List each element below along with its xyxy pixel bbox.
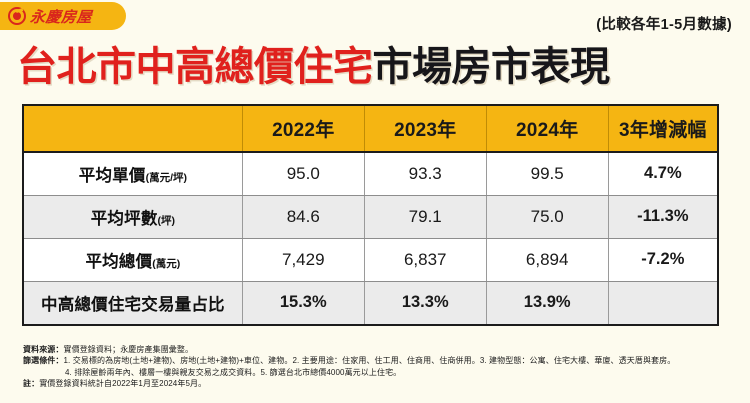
row-label-avg-area: 平均坪數(坪) bbox=[24, 195, 243, 239]
footnote-criteria-label: 篩選條件： bbox=[23, 356, 64, 366]
row-label-text: 平均單價 bbox=[78, 166, 146, 185]
column-header-metric bbox=[24, 106, 243, 153]
footnote-note-text: 實價登錄資料統計自2022年1月至2024年5月。 bbox=[39, 379, 207, 389]
footnote-source: 資料來源： 實價登錄資料；永慶房產集團彙整。 bbox=[23, 344, 735, 355]
brand-logo: 永慶房屋 bbox=[0, 2, 126, 30]
comparison-note: (比較各年1-5月數據) bbox=[596, 17, 732, 33]
column-header-2022: 2022年 bbox=[242, 106, 365, 153]
cell-avg-total-price-2024: 6,894 bbox=[486, 238, 609, 282]
footnote-criteria-line2: 4. 排除屋齡兩年內、樓層一樓與親友交易之成交資料。5. 篩選台北市總價4000… bbox=[65, 367, 402, 377]
row-label-unit: (坪) bbox=[157, 214, 176, 227]
row-label-text: 平均坪數 bbox=[90, 209, 158, 228]
data-table-container: 2022年 2023年 2024年 3年增減幅 平均單價(萬元/坪) 95.0 … bbox=[22, 104, 719, 326]
column-header-2024: 2024年 bbox=[486, 106, 609, 153]
row-label-avg-unit-price: 平均單價(萬元/坪) bbox=[24, 152, 243, 196]
housing-metrics-table: 2022年 2023年 2024年 3年增減幅 平均單價(萬元/坪) 95.0 … bbox=[24, 106, 717, 324]
page-title-black: 市場房市表現 bbox=[372, 44, 611, 90]
brand-logo-text: 永慶房屋 bbox=[29, 7, 93, 26]
cell-avg-area-2024: 75.0 bbox=[486, 195, 609, 239]
cell-avg-total-price-2023: 6,837 bbox=[364, 238, 487, 282]
row-label-avg-total-price: 平均總價(萬元) bbox=[24, 238, 243, 282]
table-row: 平均坪數(坪) 84.6 79.1 75.0 -11.3% bbox=[24, 195, 717, 239]
row-label-text: 中高總價住宅交易量占比 bbox=[41, 295, 225, 314]
column-header-delta: 3年增減幅 bbox=[608, 106, 717, 153]
row-label-text: 平均總價 bbox=[85, 252, 153, 271]
table-row: 平均總價(萬元) 7,429 6,837 6,894 -7.2% bbox=[24, 238, 717, 282]
cell-transaction-share-2024: 13.9% bbox=[486, 281, 609, 324]
footnotes: 資料來源： 實價登錄資料；永慶房產集團彙整。 篩選條件： 1. 交易標的為房地(… bbox=[23, 344, 735, 390]
cell-transaction-share-2022: 15.3% bbox=[242, 281, 365, 324]
table-row: 中高總價住宅交易量占比 15.3% 13.3% 13.9% bbox=[24, 281, 717, 324]
yungching-circle-logo-icon bbox=[8, 7, 26, 25]
cell-transaction-share-2023: 13.3% bbox=[364, 281, 487, 324]
footnote-source-text: 實價登錄資料；永慶房產集團彙整。 bbox=[63, 345, 194, 354]
cell-avg-unit-price-2023: 93.3 bbox=[364, 152, 487, 196]
table-row: 平均單價(萬元/坪) 95.0 93.3 99.5 4.7% bbox=[24, 152, 717, 196]
page-title-red: 台北市中高總價住宅 bbox=[17, 44, 373, 90]
page-title: 台北市中高總價住宅市場房市表現 bbox=[17, 44, 610, 90]
cell-avg-unit-price-2022: 95.0 bbox=[242, 152, 365, 196]
cell-avg-total-price-delta: -7.2% bbox=[608, 238, 717, 282]
table-header-row: 2022年 2023年 2024年 3年增減幅 bbox=[24, 106, 717, 153]
cell-avg-area-delta: -11.3% bbox=[608, 195, 717, 239]
footnote-criteria: 篩選條件： 1. 交易標的為房地(土地+建物)、房地(土地+建物)+車位、建物。… bbox=[23, 355, 735, 366]
row-label-transaction-share: 中高總價住宅交易量占比 bbox=[24, 281, 243, 324]
footnote-criteria-line1: 1. 交易標的為房地(土地+建物)、房地(土地+建物)+車位、建物。2. 主要用… bbox=[63, 356, 676, 366]
cell-avg-area-2023: 79.1 bbox=[364, 195, 487, 239]
cell-avg-unit-price-delta: 4.7% bbox=[608, 152, 717, 196]
footnote-note: 註： 實價登錄資料統計自2022年1月至2024年5月。 bbox=[23, 378, 735, 389]
column-header-2023: 2023年 bbox=[364, 106, 487, 153]
cell-avg-unit-price-2024: 99.5 bbox=[486, 152, 609, 196]
row-label-unit: (萬元/坪) bbox=[145, 171, 188, 184]
cell-transaction-share-delta bbox=[608, 281, 717, 324]
footnote-source-label: 資料來源： bbox=[23, 345, 64, 354]
row-label-unit: (萬元) bbox=[152, 257, 181, 270]
cell-avg-area-2022: 84.6 bbox=[242, 195, 365, 239]
cell-avg-total-price-2022: 7,429 bbox=[242, 238, 365, 282]
footnote-note-label: 註： bbox=[23, 379, 40, 389]
